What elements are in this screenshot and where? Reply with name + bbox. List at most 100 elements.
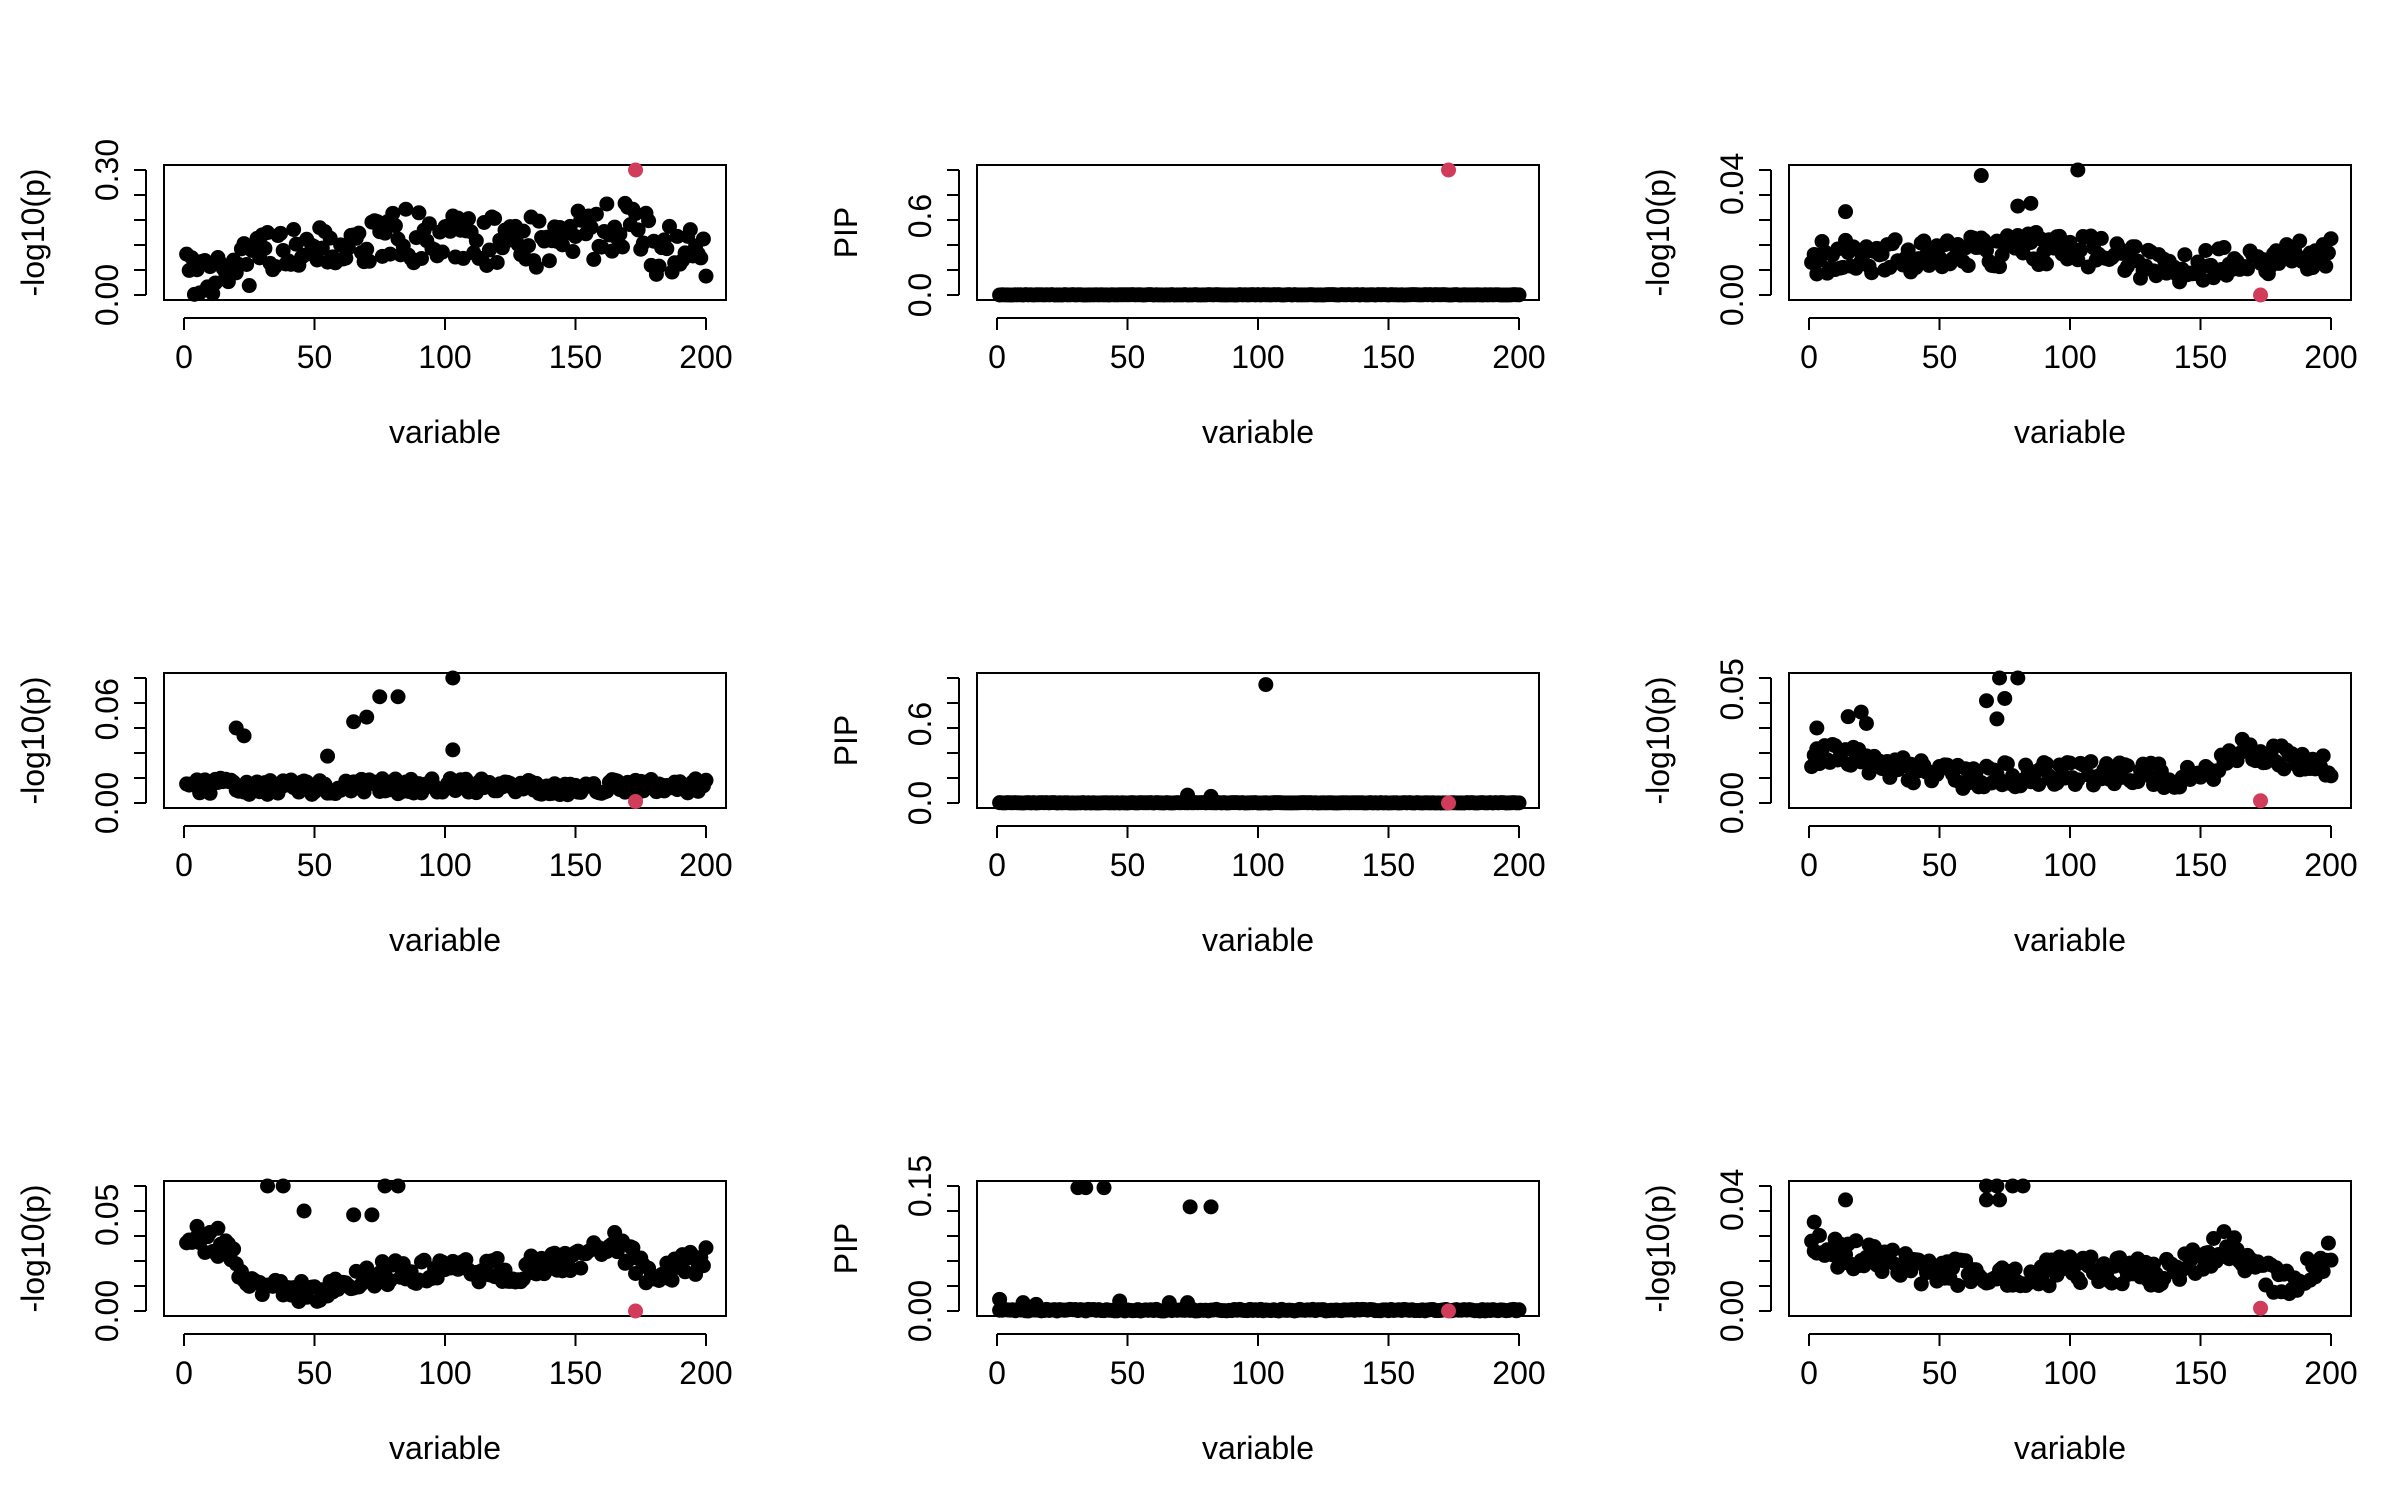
data-point <box>226 1241 242 1257</box>
x-axis-label: variable <box>389 922 501 958</box>
data-point <box>286 222 302 238</box>
data-point <box>445 742 461 758</box>
y-axis-label: -log10(p) <box>15 1184 51 1312</box>
data-point <box>2315 748 2331 764</box>
data-point <box>468 233 484 249</box>
data-point <box>1950 1277 1966 1293</box>
data-point <box>411 205 427 221</box>
data-point <box>390 689 406 705</box>
y-tick-label: 0.00 <box>89 264 125 326</box>
data-point <box>1511 287 1527 303</box>
data-point <box>1973 168 1989 184</box>
panel-1: 0 50 100 150 200 variable 0.00 0.30 -log10(p) <box>15 139 733 450</box>
data-point <box>1180 787 1196 803</box>
data-point <box>515 223 531 239</box>
x-tick-label: 200 <box>2304 847 2357 883</box>
highlighted-point <box>628 162 644 178</box>
x-tick-label: 50 <box>1922 847 1958 883</box>
x-tick-label: 0 <box>1800 339 1818 375</box>
data-point <box>1511 795 1527 811</box>
x-tick-label: 150 <box>2174 847 2227 883</box>
data-point <box>521 238 537 254</box>
data-point <box>2276 761 2292 777</box>
y-axis-label: -log10(p) <box>1640 168 1676 296</box>
x-tick-label: 200 <box>1492 847 1545 883</box>
data-point <box>628 206 644 222</box>
data-point <box>2127 239 2143 255</box>
y-tick-label: 0.04 <box>1714 153 1750 215</box>
plot-frame <box>163 672 727 809</box>
x-tick-label: 150 <box>1362 339 1415 375</box>
x-tick-label: 100 <box>1231 339 1284 375</box>
panel-8: 0 50 100 150 200 variable 0.00 0.15 PIP <box>828 1155 1546 1466</box>
highlighted-point <box>2253 287 2269 303</box>
data-point <box>1887 232 1903 248</box>
x-tick-label: 200 <box>1492 339 1545 375</box>
data-point <box>207 275 223 291</box>
data-point <box>1858 715 1874 731</box>
data-point <box>2070 162 2086 178</box>
y-axis-label: -log10(p) <box>1640 1184 1676 1312</box>
x-tick-label: 150 <box>549 1355 602 1391</box>
data-point <box>1838 1192 1854 1208</box>
y-tick-label: 0.00 <box>89 1280 125 1342</box>
y-axis-label: -log10(p) <box>15 168 51 296</box>
y-tick-label: 0.00 <box>1714 1280 1750 1342</box>
panel-7: 0 50 100 150 200 variable 0.00 0.05 -log10(p) <box>15 1178 733 1466</box>
data-point <box>682 222 698 238</box>
data-point <box>698 268 714 284</box>
data-point <box>320 748 336 764</box>
y-tick-label: 0.6 <box>902 702 938 746</box>
data-point <box>2062 755 2078 771</box>
data-point <box>189 1218 205 1234</box>
x-tick-label: 200 <box>2304 339 2357 375</box>
data-point <box>361 253 377 269</box>
data-point <box>2031 776 2047 792</box>
x-tick-label: 200 <box>679 847 732 883</box>
data-point <box>1180 1295 1196 1311</box>
x-axis-label: variable <box>1202 1430 1314 1466</box>
data-point <box>346 714 362 730</box>
data-point <box>1203 1199 1219 1215</box>
data-point <box>2239 261 2255 277</box>
data-point <box>2323 768 2339 784</box>
x-tick-label: 50 <box>1110 1355 1146 1391</box>
data-point <box>531 213 547 229</box>
data-point <box>239 256 255 272</box>
highlighted-point <box>1441 795 1457 811</box>
y-axis-label: PIP <box>828 207 864 259</box>
data-point <box>346 1207 362 1223</box>
panel-3: 0 50 100 150 200 variable 0.00 0.04 -log10(p) <box>1640 153 2358 450</box>
data-point <box>1853 704 1869 720</box>
data-point <box>698 772 714 788</box>
data-point <box>1838 204 1854 220</box>
data-point <box>445 670 461 686</box>
data-point <box>992 1291 1008 1307</box>
data-point <box>664 1272 680 1288</box>
x-axis-label: variable <box>2014 1430 2126 1466</box>
x-tick-label: 0 <box>1800 847 1818 883</box>
x-tick-label: 0 <box>1800 1355 1818 1391</box>
data-point <box>588 206 604 222</box>
x-tick-label: 0 <box>175 339 193 375</box>
data-point <box>1203 788 1219 804</box>
x-tick-label: 150 <box>549 847 602 883</box>
x-tick-label: 150 <box>1362 847 1415 883</box>
x-tick-label: 0 <box>988 1355 1006 1391</box>
data-point <box>260 1178 276 1194</box>
y-tick-label: 0.30 <box>89 139 125 201</box>
data-point <box>1992 1192 2008 1208</box>
y-axis-label: -log10(p) <box>15 676 51 804</box>
y-tick-label: 0.05 <box>1714 658 1750 720</box>
data-point <box>698 1240 714 1256</box>
x-tick-label: 100 <box>1231 847 1284 883</box>
y-tick-label: 0.0 <box>902 781 938 825</box>
x-tick-label: 200 <box>679 339 732 375</box>
y-tick-label: 0.00 <box>89 772 125 834</box>
data-point <box>586 251 602 267</box>
data-point <box>1161 1295 1177 1311</box>
data-point <box>599 196 615 212</box>
data-point <box>1989 1178 2005 1194</box>
data-point <box>1997 690 2013 706</box>
data-point <box>1900 242 1916 258</box>
